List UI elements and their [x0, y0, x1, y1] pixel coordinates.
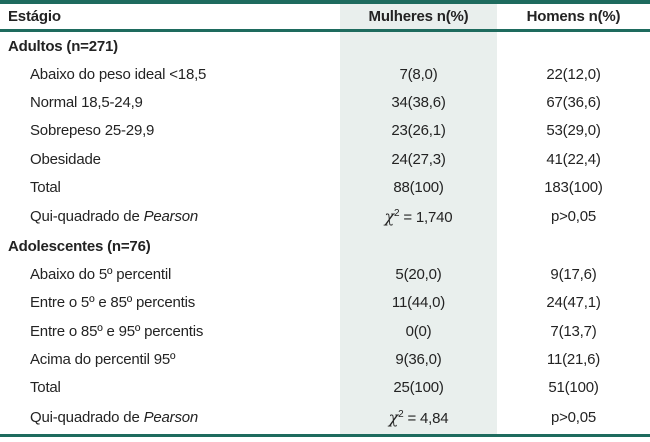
row-label: Total: [30, 378, 61, 396]
chi-exponent: 2: [394, 208, 400, 220]
cell-mulheres: 5(20,0): [340, 260, 497, 289]
section-label: Adultos (n=271): [8, 37, 118, 55]
column-header-homens: Homens n(%): [526, 7, 621, 25]
cell-homens: 183(100): [544, 178, 603, 196]
cell-mulheres: 23(26,1): [340, 116, 497, 145]
row-label-pearson: Qui-quadrado de Pearson: [0, 201, 340, 232]
table-row: Abaixo do 5º percentil 5(20,0) 9(17,6): [0, 260, 650, 289]
p-value: p>0,05: [550, 208, 597, 226]
cell-homens: [497, 30, 650, 61]
pearson-label-prefix: Qui-quadrado de: [30, 208, 144, 226]
table-row-total: Total 25(100) 51(100): [0, 373, 650, 402]
cell-homens: [497, 233, 650, 261]
table-row-total: Total 88(100) 183(100): [0, 173, 650, 202]
cell-homens: 53(29,0): [546, 122, 601, 140]
cell-mulheres: 34(38,6): [340, 88, 497, 117]
row-label: Abaixo do 5º percentil: [30, 266, 172, 284]
table-row: Abaixo do peso ideal <18,5 7(8,0) 22(12,…: [0, 60, 650, 89]
cell-mulheres: 11(44,0): [340, 288, 497, 318]
cell-mulheres: [340, 30, 497, 61]
row-label-pearson: Qui-quadrado de Pearson: [0, 401, 340, 435]
table-row-section-adolescentes: Adolescentes (n=76): [0, 232, 650, 261]
row-label: Entre o 85º e 95º percentis: [30, 322, 204, 340]
chi-square-value: χ2 = 1,740: [340, 201, 497, 233]
cell-mulheres: 25(100): [340, 373, 497, 402]
cell-homens: 24(47,1): [546, 294, 601, 312]
cell-homens: 11(21,6): [546, 350, 601, 368]
cell-homens: 41(22,4): [546, 150, 601, 168]
row-label: Total: [30, 178, 61, 196]
row-label: Entre o 5º e 85º percentis: [30, 294, 196, 312]
table-row-section-adultos: Adultos (n=271): [0, 30, 650, 61]
chi-result: = 4,84: [403, 410, 449, 428]
table-row: Normal 18,5-24,9 34(38,6) 67(36,6): [0, 88, 650, 117]
cell-mulheres: 9(36,0): [340, 345, 497, 374]
cell-mulheres: 24(27,3): [340, 144, 497, 174]
table-row-pearson: Qui-quadrado de Pearson χ2 = 1,740 p>0,0…: [0, 201, 650, 233]
row-label: Sobrepeso 25-29,9: [30, 122, 155, 140]
table-row: Entre o 85º e 95º percentis 0(0) 7(13,7): [0, 317, 650, 346]
table-row: Sobrepeso 25-29,9 23(26,1) 53(29,0): [0, 116, 650, 145]
cell-homens: 67(36,6): [546, 94, 601, 112]
cell-mulheres: 0(0): [340, 317, 497, 346]
p-value: p>0,05: [550, 409, 597, 427]
header-row: Estágio Mulheres n(%) Homens n(%): [0, 2, 650, 30]
chi-symbol: χ: [388, 408, 399, 428]
table-row-pearson: Qui-quadrado de Pearson χ2 = 4,84 p>0,05: [0, 401, 650, 436]
cell-mulheres: [340, 232, 497, 261]
cell-mulheres: 7(8,0): [340, 60, 497, 89]
pearson-label-prefix: Qui-quadrado de: [30, 409, 144, 427]
cell-homens: 22(12,0): [546, 66, 601, 84]
row-label: Abaixo do peso ideal <18,5: [30, 66, 207, 84]
table-row: Acima do percentil 95º 9(36,0) 11(21,6): [0, 345, 650, 374]
cell-homens: 9(17,6): [550, 266, 597, 284]
chi-result: = 1,740: [399, 209, 453, 227]
cell-homens: 7(13,7): [550, 322, 597, 340]
table-row: Obesidade 24(27,3) 41(22,4): [0, 144, 650, 174]
row-label: Acima do percentil 95º: [30, 350, 176, 368]
section-label: Adolescentes (n=76): [8, 238, 151, 256]
chi-symbol: χ: [384, 207, 395, 227]
chi-square-value: χ2 = 4,84: [340, 401, 497, 436]
column-header-estagio: Estágio: [8, 7, 61, 25]
cell-homens: 51(100): [548, 378, 599, 396]
column-header-mulheres: Mulheres n(%): [340, 2, 497, 30]
row-label: Obesidade: [30, 150, 101, 168]
row-label: Normal 18,5-24,9: [30, 94, 143, 112]
table-row: Entre o 5º e 85º percentis 11(44,0) 24(4…: [0, 288, 650, 318]
pearson-label-italic: Pearson: [143, 409, 199, 427]
pearson-label-italic: Pearson: [143, 208, 199, 226]
cell-mulheres: 88(100): [340, 173, 497, 202]
chi-exponent: 2: [398, 409, 404, 421]
